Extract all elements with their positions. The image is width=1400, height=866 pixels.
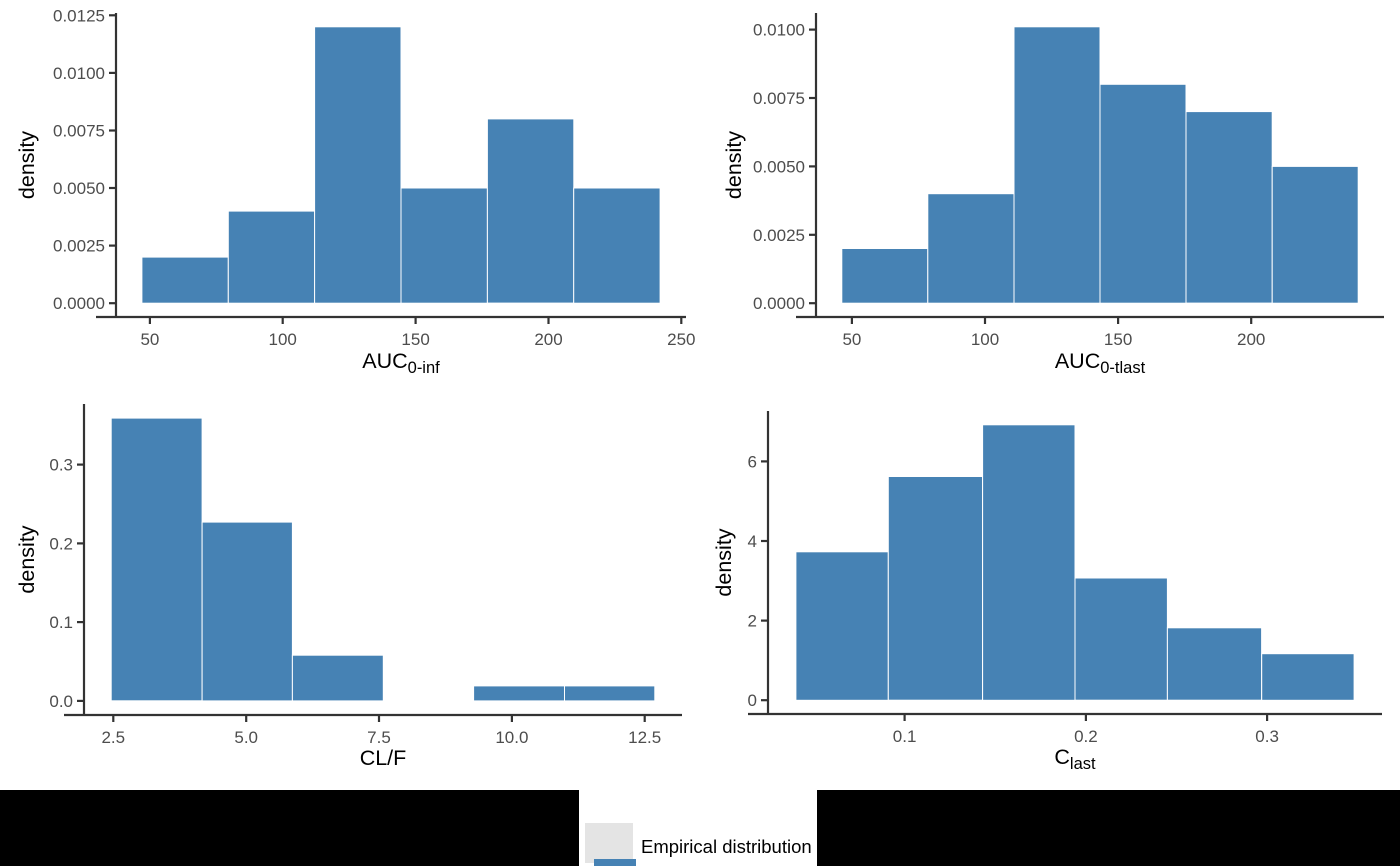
histogram-bar (573, 187, 661, 304)
x-tick-label: 200 (534, 330, 562, 349)
histogram-bar (982, 424, 1076, 701)
y-tick-label: 0.3 (49, 456, 73, 475)
y-tick-label: 6 (748, 452, 757, 471)
legend-label: Empirical distribution (641, 836, 812, 857)
y-tick-label: 0.0100 (753, 21, 805, 40)
y-tick-label: 0.0050 (753, 157, 805, 176)
y-tick-label: 2 (748, 612, 757, 631)
x-tick-label: 150 (1104, 330, 1132, 349)
x-tick-label: 5.0 (234, 728, 258, 747)
x-axis-title: CL/F (360, 746, 407, 770)
y-axis-ticks: 0 2 4 6 (748, 452, 767, 710)
legend-band: Empirical distribution (0, 790, 1400, 866)
y-tick-label: 0.0075 (53, 122, 105, 141)
x-axis-ticks: 50 100 150 200 (842, 318, 1265, 349)
x-tick-label: 50 (842, 330, 861, 349)
histogram-bar (141, 256, 229, 304)
histogram-bar (1261, 653, 1355, 701)
histogram-bar (201, 521, 293, 702)
legend-key (585, 823, 636, 866)
histogram-bar (291, 654, 384, 702)
x-tick-label: 100 (971, 330, 999, 349)
histogram-bar (1074, 577, 1168, 701)
x-axis-ticks: 50 100 150 200 250 (140, 318, 695, 349)
histogram-bar (927, 193, 1015, 304)
y-axis-ticks: 0.0 0.1 0.2 0.3 (49, 456, 83, 711)
charts-canvas: 50 100 150 200 2500.00000.00250.00500.00750.… (15, 6, 1384, 773)
x-tick-label: 0.1 (893, 727, 917, 746)
histogram-bar (564, 685, 656, 702)
histogram-bar (486, 118, 575, 304)
histogram-bar (1166, 627, 1263, 701)
bars-group (841, 26, 1359, 304)
histogram-bar (841, 248, 929, 304)
y-tick-label: 0.0100 (53, 64, 105, 83)
histogram-bar (314, 26, 402, 304)
y-axis-title: density (712, 528, 736, 596)
histogram-bar (227, 210, 316, 304)
y-axis-title: density (15, 131, 39, 199)
y-tick-label: 0.0075 (753, 89, 805, 108)
bars-group (110, 417, 656, 702)
histogram-auc-0-tlast: 50 100 150 200 0.0000 0.0025 0.0050 0.0075 0.010… (722, 13, 1384, 377)
histogram-c-last: 0.1 0.2 0.3 0 2 4 6 Clast density (712, 411, 1382, 773)
histogram-bar (1099, 83, 1187, 304)
histogram-bar (795, 551, 889, 701)
histogram-bar (1271, 165, 1359, 304)
x-axis-ticks: 0.1 0.2 0.3 (893, 715, 1279, 746)
y-tick-label: 4 (748, 532, 757, 551)
legend-swatch (594, 859, 636, 866)
x-tick-label: 100 (269, 330, 297, 349)
x-tick-label: 200 (1237, 330, 1265, 349)
x-tick-label: 0.3 (1255, 727, 1279, 746)
x-tick-label: 2.5 (101, 728, 125, 747)
bars-group (795, 424, 1355, 701)
histogram-bar (400, 187, 488, 304)
x-axis-title: Clast (1054, 745, 1096, 773)
bars-group (141, 26, 661, 304)
x-tick-label: 7.5 (367, 728, 391, 747)
y-tick-label: 0.1 (49, 613, 73, 632)
legend: Empirical distribution (579, 790, 817, 866)
histogram-cl-f: 2.5 5.0 7.5 10.0 12.5 0.0 0.1 0.2 0.3 CL/F density (15, 404, 682, 770)
y-axis-ticks: 0.0000 0.0025 0.0050 0.0075 0.0100 0.0125 (53, 6, 115, 313)
y-tick-label: 0.0025 (753, 226, 805, 245)
y-tick-label: 0 (748, 691, 757, 710)
y-axis-title: density (722, 131, 746, 199)
x-axis-title: AUC0-inf (362, 349, 440, 377)
histogram-bar (1185, 111, 1273, 304)
x-tick-label: 10.0 (495, 728, 528, 747)
y-axis-ticks: 0.0000 0.0025 0.0050 0.0075 0.0100 (753, 21, 815, 313)
x-tick-label: 50 (140, 330, 159, 349)
y-tick-label: 0.0000 (53, 294, 105, 313)
x-axis-ticks: 2.5 5.0 7.5 10.0 12.5 (101, 716, 661, 747)
histogram-bar (1013, 26, 1101, 304)
y-tick-label: 0.0 (49, 692, 73, 711)
x-tick-label: 0.2 (1074, 727, 1098, 746)
y-tick-label: 0.0025 (53, 237, 105, 256)
x-axis-title: AUC0-tlast (1055, 349, 1146, 377)
y-tick-label: 0.0050 (53, 179, 105, 198)
histogram-bar (887, 476, 983, 701)
histogram-bar (110, 417, 203, 702)
x-tick-label: 12.5 (628, 728, 661, 747)
x-tick-label: 150 (401, 330, 429, 349)
y-tick-label: 0.0125 (53, 6, 105, 25)
y-axis-title: density (15, 525, 39, 593)
histogram-auc-0-inf: 50 100 150 200 2500.00000.00250.00500.00750.… (15, 6, 695, 377)
x-tick-label: 250 (667, 330, 695, 349)
histogram-bar (473, 685, 566, 702)
y-tick-label: 0.2 (49, 534, 73, 553)
y-tick-label: 0.0000 (753, 294, 805, 313)
